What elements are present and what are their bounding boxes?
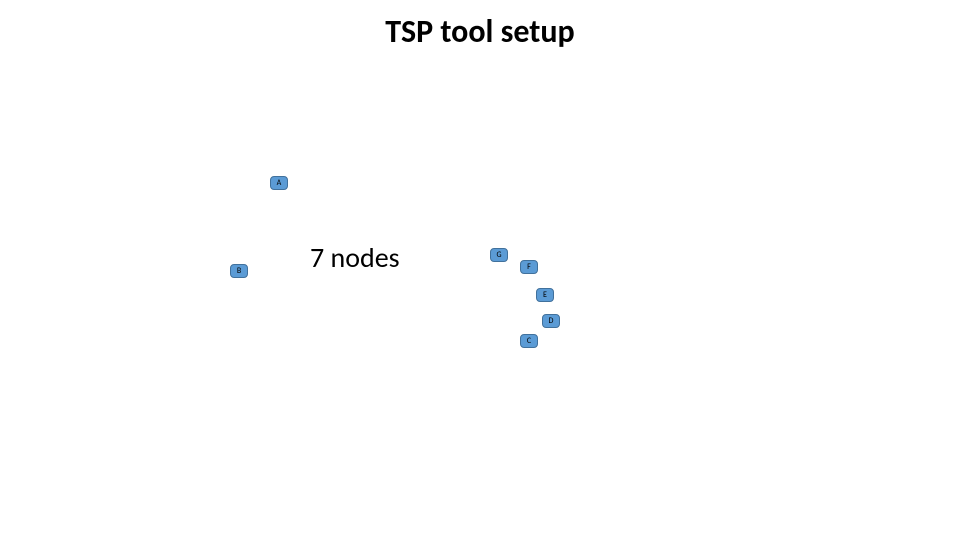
node-label: G (496, 251, 501, 259)
node-e: E (536, 288, 554, 302)
node-d: D (542, 314, 560, 328)
node-g: G (490, 248, 508, 262)
node-label: D (549, 317, 554, 325)
page-title: TSP tool setup (0, 12, 960, 51)
node-label: A (277, 179, 282, 187)
node-a: A (270, 176, 288, 190)
node-label: E (543, 291, 547, 299)
node-count-caption: 7 nodes (310, 240, 400, 275)
node-label: B (237, 267, 241, 275)
node-c: C (520, 334, 538, 348)
node-label: C (527, 337, 531, 345)
node-label: F (527, 263, 531, 271)
node-b: B (230, 264, 248, 278)
node-f: F (520, 260, 538, 274)
